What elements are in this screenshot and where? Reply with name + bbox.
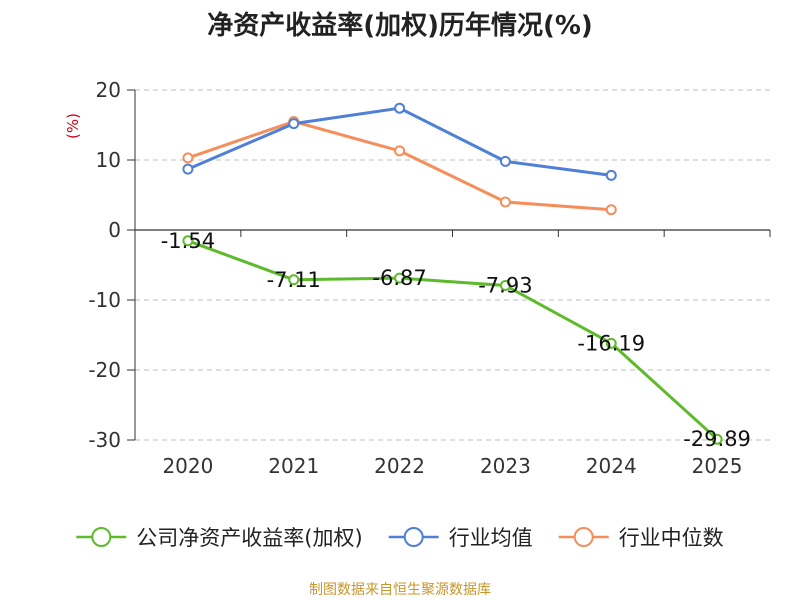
data-point (499, 196, 511, 208)
data-label: -7.11 (267, 268, 321, 292)
grid-lines (135, 89, 770, 441)
data-point (288, 274, 300, 286)
y-tick-label: -30 (88, 428, 121, 452)
legend-marker-icon (91, 527, 112, 547)
y-tick-label: 0 (108, 218, 121, 242)
y-tick-label: 10 (96, 148, 121, 172)
x-tick-label: 2020 (162, 454, 213, 478)
legend-marker-icon (573, 527, 594, 547)
chart-title: 净资产收益率(加权)历年情况(%) (207, 10, 593, 41)
axes: 20 10 0 -10 -20 -30 2020 2021 2022 2023 2024 2025 (88, 78, 771, 478)
series-line (186, 239, 719, 441)
legend-marker-icon (403, 527, 424, 547)
y-tick-label: -10 (88, 288, 121, 312)
series-line (186, 106, 613, 177)
source-note: 制图数据来自恒生聚源数据库 (309, 582, 491, 598)
data-point (182, 163, 194, 175)
y-tick-label: -20 (88, 358, 121, 382)
data-label: -16.19 (577, 331, 645, 355)
data-label: -29.89 (683, 427, 751, 451)
x-tick-label: 2022 (374, 454, 425, 478)
data-point (711, 433, 723, 445)
data-label: -6.87 (372, 266, 426, 290)
x-tick-label: 2025 (692, 454, 743, 478)
legend-label: 行业均值 (449, 526, 533, 550)
data-label: -1.54 (161, 229, 215, 253)
y-tick-label: 20 (96, 78, 121, 102)
data-label: -7.93 (478, 274, 532, 298)
data-point (499, 155, 511, 167)
data-point (499, 280, 511, 292)
series-lines (182, 102, 723, 445)
data-point (394, 272, 406, 284)
data-point (605, 337, 617, 349)
data-labels: -1.54 -7.11 -6.87 -7.93 -16.19 -29.89 (161, 229, 751, 451)
x-tick-label: 2023 (480, 454, 531, 478)
data-point (605, 169, 617, 181)
data-point (605, 204, 617, 216)
x-tick-label: 2021 (268, 454, 319, 478)
x-tick-label: 2024 (586, 454, 637, 478)
data-point (182, 152, 194, 164)
data-point (288, 118, 300, 130)
y-axis-unit-label: (%) (64, 113, 82, 139)
data-point (394, 145, 406, 157)
data-point (182, 235, 194, 247)
data-point (394, 102, 406, 114)
legend-label: 行业中位数 (619, 526, 724, 550)
legend-label: 公司净资产收益率(加权) (136, 526, 362, 550)
legend: 公司净资产收益率(加权) 行业均值 行业中位数 (76, 526, 724, 550)
